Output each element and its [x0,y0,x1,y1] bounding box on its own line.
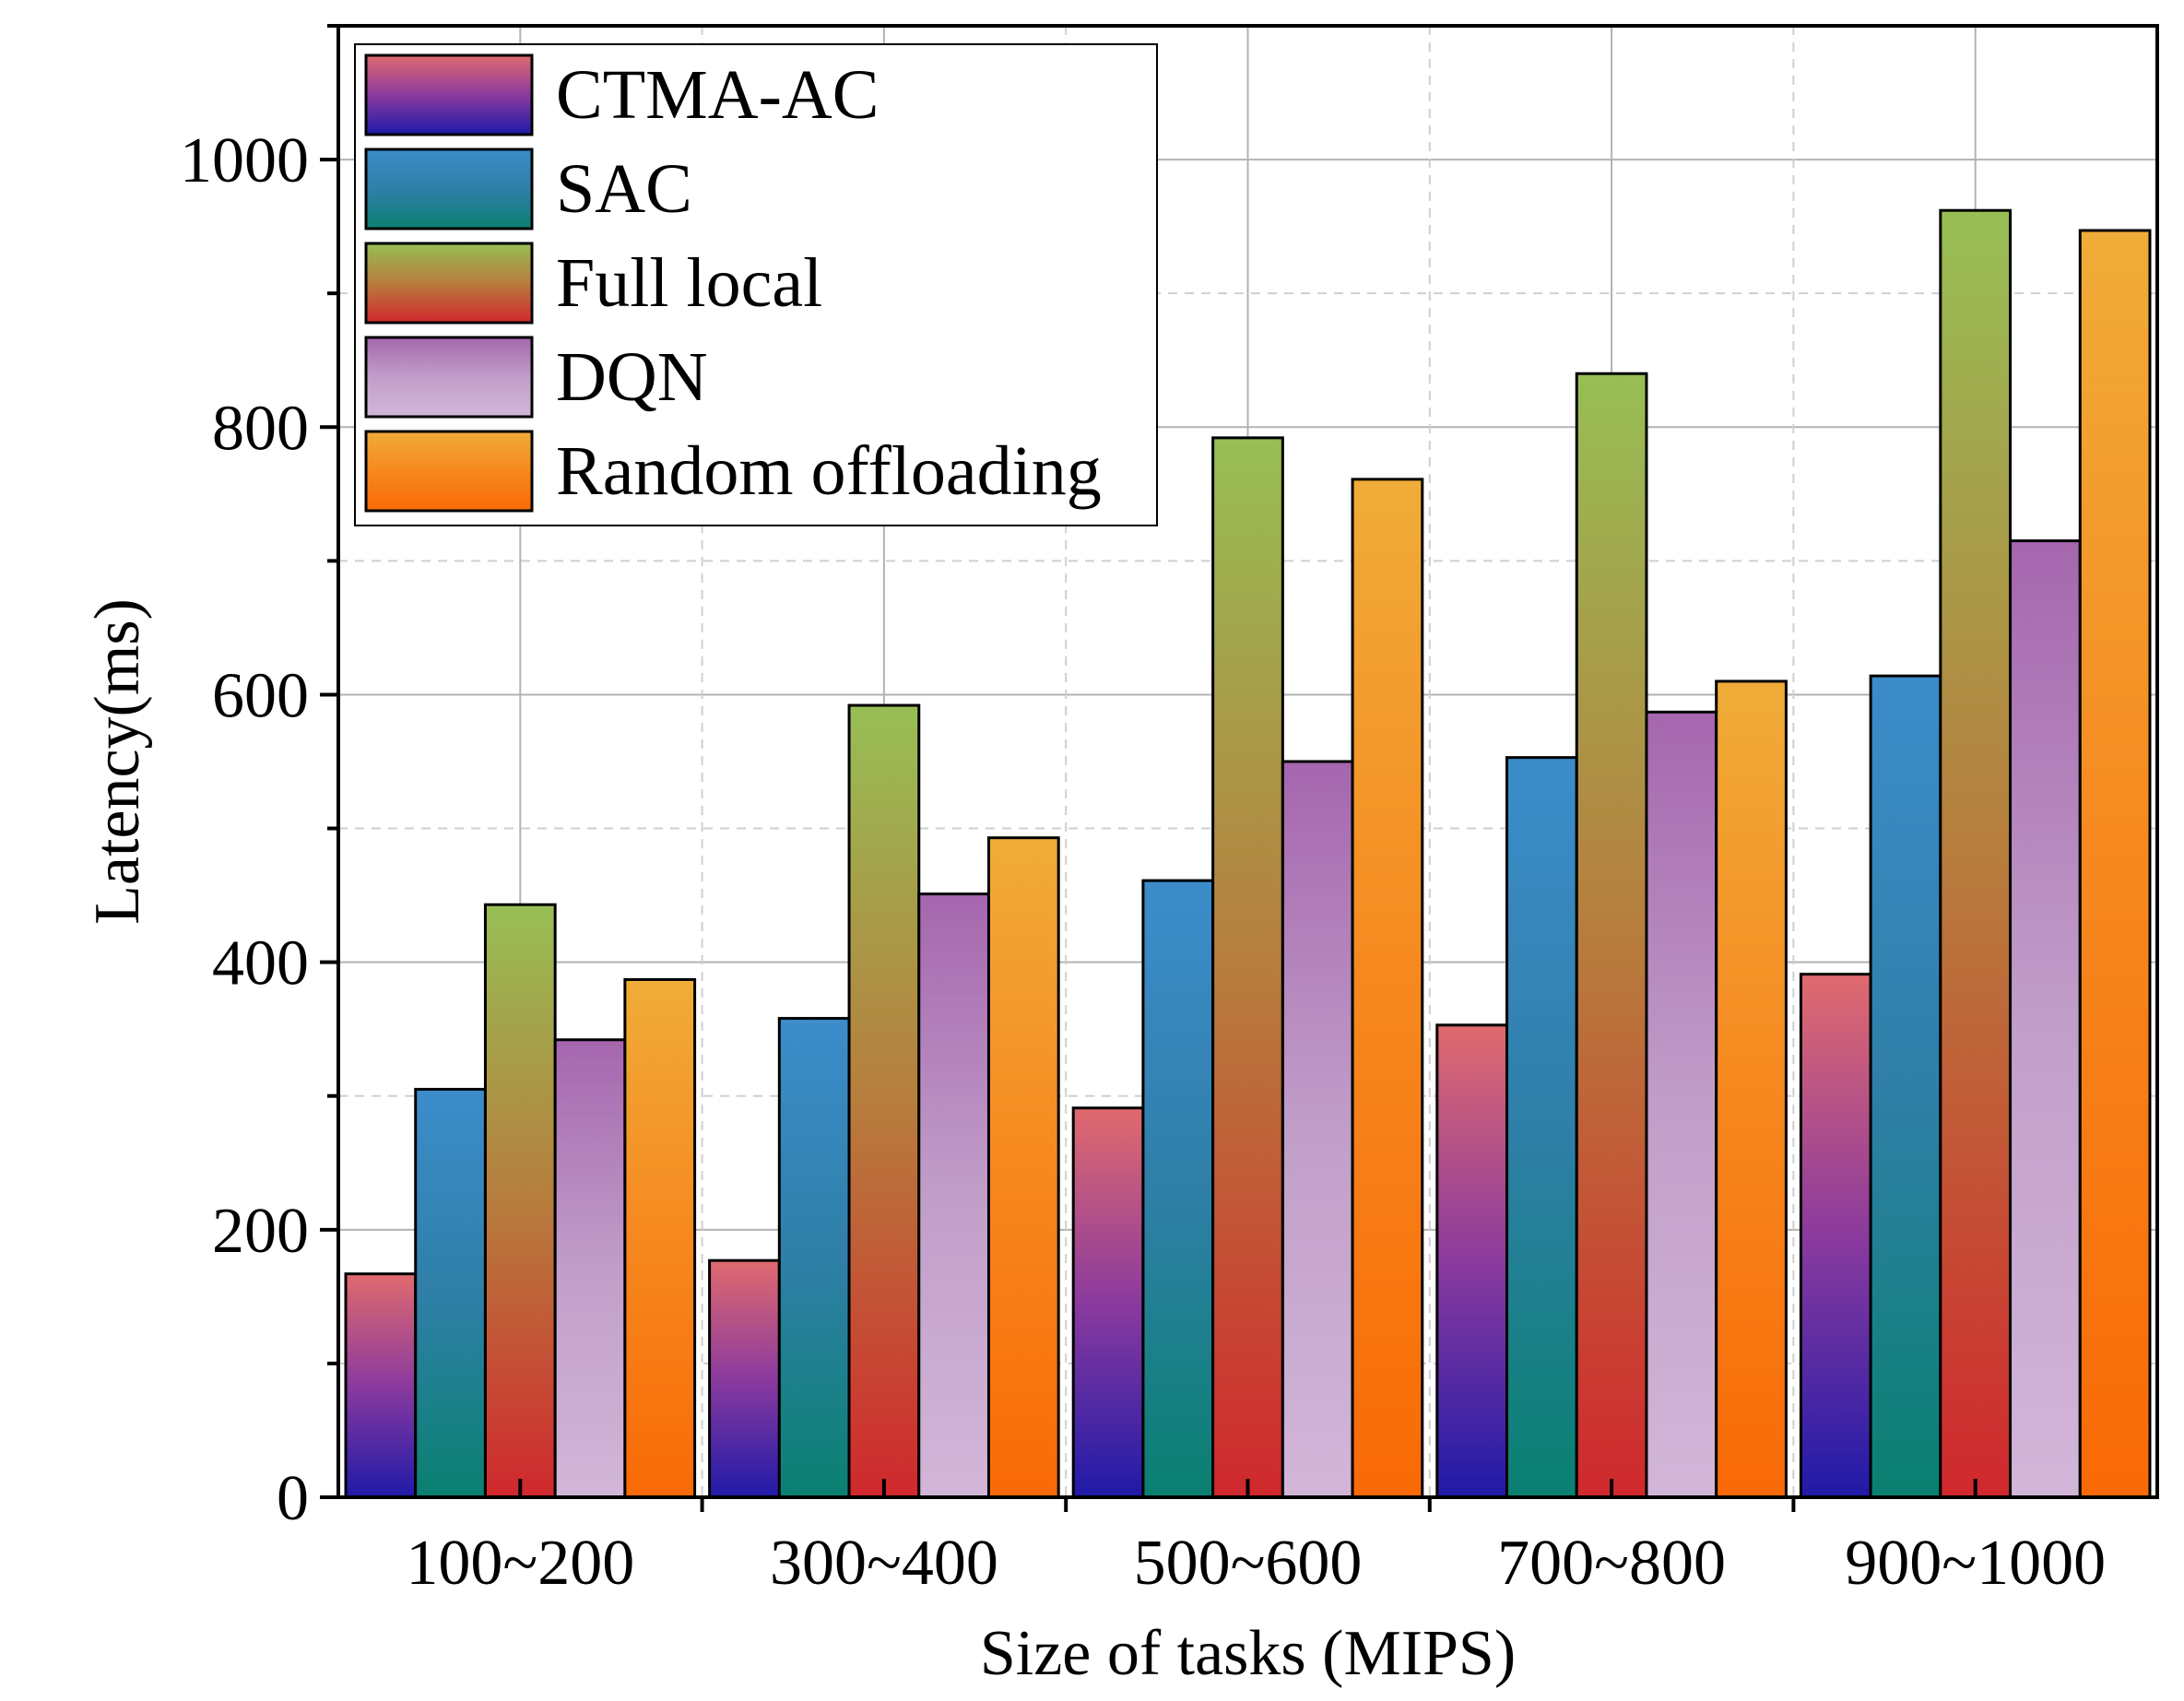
bar-sac-3 [1141,879,1215,1499]
bar-dqn-5 [2009,539,2082,1499]
bar-random-offloading-2 [986,836,1060,1499]
axes [320,24,2159,1512]
bar-sac-1 [414,1087,487,1499]
bar-ctma-ac-1 [344,1272,418,1499]
legend-label: SAC [556,150,692,228]
bar-full-local-4 [1575,372,1648,1499]
bar-sac-2 [777,1017,851,1499]
x-axis-title: Size of tasks (MIPS) [980,1618,1516,1689]
bar-ctma-ac-2 [708,1258,781,1499]
bar-sac-4 [1505,756,1578,1499]
bar-random-offloading-5 [2078,229,2152,1499]
legend-swatch-sac [364,148,534,230]
bar-ctma-ac-4 [1435,1023,1509,1499]
legend-swatch-dqn [364,336,534,419]
x-tick-label: 500~600 [1134,1528,1363,1599]
y-tick-label: 200 [212,1196,309,1267]
y-tick-label: 800 [212,393,309,464]
legend-swatch-full-local [364,242,534,325]
bar-full-local-1 [483,903,557,1499]
bar-random-offloading-1 [623,977,697,1499]
x-tick-label: 900~1000 [1845,1528,2106,1599]
x-tick-label: 100~200 [406,1528,634,1599]
bar-dqn-3 [1281,760,1354,1499]
bar-random-offloading-3 [1351,478,1424,1499]
bar-random-offloading-4 [1715,679,1788,1499]
bar-dqn-2 [917,892,990,1499]
y-axis-title: Latency(ms) [82,598,153,925]
legend-swatch-random-offloading [364,430,534,513]
bar-dqn-1 [553,1038,627,1499]
legend-label: Random offloading [556,432,1102,510]
legend-swatch-ctma-ac [364,53,534,136]
tick-labels: 0 200 400 600 800 1000 100~200 300~400 500~600 70… [180,125,2106,1599]
bar-full-local-3 [1211,436,1284,1499]
x-tick-label: 300~400 [770,1528,998,1599]
y-tick-label: 1000 [180,125,309,196]
bar-ctma-ac-5 [1799,973,1872,1499]
legend-label: CTMA-AC [556,56,879,134]
bar-sac-5 [1869,674,1942,1499]
bar-ctma-ac-3 [1071,1106,1145,1499]
legend-label: Full local [556,244,822,322]
bar-full-local-2 [847,703,921,1499]
bar-full-local-5 [1939,208,2013,1499]
x-tick-label: 700~800 [1497,1528,1726,1599]
bar-dqn-4 [1645,710,1718,1499]
y-tick-label: 400 [212,928,309,999]
legend: CTMA-AC SAC Full local DQN Random offloading [354,43,1158,526]
legend-label: DQN [556,338,708,416]
y-tick-label: 600 [212,660,309,731]
bars [344,208,2152,1499]
y-tick-label: 0 [277,1463,309,1534]
